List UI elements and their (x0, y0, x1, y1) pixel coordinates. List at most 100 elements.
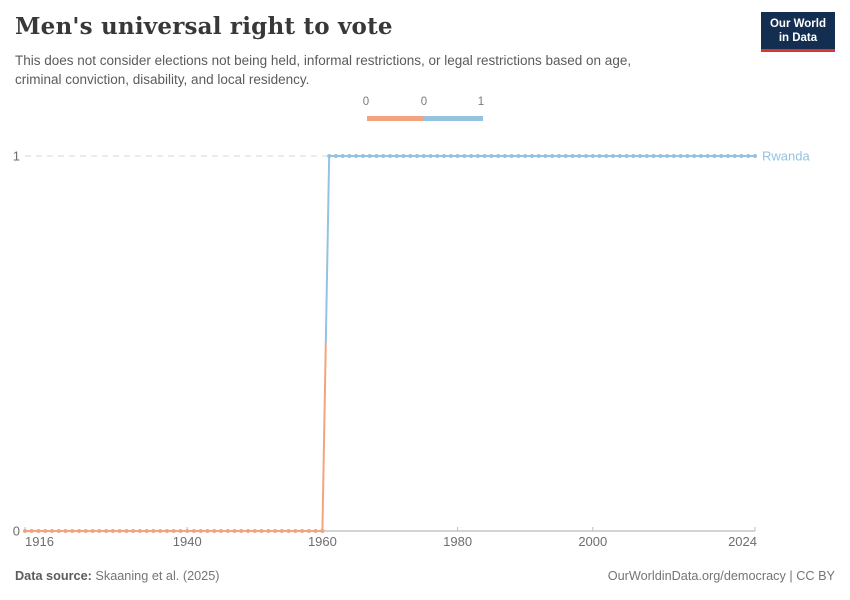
series-line-before (25, 343, 327, 532)
data-point-dot (367, 154, 372, 158)
data-point-dot (225, 529, 230, 533)
data-point-dot (725, 154, 730, 158)
data-point-dot (408, 154, 413, 158)
data-point-dot (462, 154, 467, 158)
chart-svg[interactable]: 0 1 1916 1940 1960 1980 2000 2024 Rwanda (0, 140, 850, 560)
data-point-dot (529, 154, 534, 158)
data-point-dot (340, 154, 345, 158)
data-point-dot (117, 529, 122, 533)
data-point-dot (137, 529, 142, 533)
data-source: Data source: Skaaning et al. (2025) (15, 569, 220, 583)
data-point-dot (550, 154, 555, 158)
data-point-dot (665, 154, 670, 158)
x-tick-label: 1940 (173, 534, 202, 549)
data-point-dot (158, 529, 163, 533)
data-point-dot (448, 154, 453, 158)
data-point-dot (239, 529, 244, 533)
y-tick-label: 1 (13, 149, 20, 164)
data-point-dot (617, 154, 622, 158)
data-point-dot (651, 154, 656, 158)
data-point-dot (671, 154, 676, 158)
owid-logo-line2: in Data (778, 32, 818, 44)
data-point-dot (502, 154, 507, 158)
data-point-dot (313, 529, 318, 533)
data-point-dot (320, 529, 325, 533)
data-point-dot (638, 154, 643, 158)
data-point-dot (347, 154, 352, 158)
data-point-dot (556, 154, 561, 158)
data-point-dot (523, 154, 528, 158)
data-point-dot (482, 154, 487, 158)
data-point-dot (29, 529, 34, 533)
owid-logo[interactable]: Our World in Data (760, 12, 835, 52)
x-tick-label: 2000 (578, 534, 607, 549)
data-point-dot (442, 154, 447, 158)
page-title: Men's universal right to vote (15, 13, 393, 40)
data-point-dot (475, 154, 480, 158)
data-point-dot (732, 154, 737, 158)
data-point-dot (374, 154, 379, 158)
x-tick-label: 1980 (443, 534, 472, 549)
data-point-dot (381, 154, 386, 158)
data-point-dot (83, 529, 88, 533)
data-point-dot (692, 154, 697, 158)
data-point-dot (394, 154, 399, 158)
legend-bin-1[interactable] (424, 116, 483, 121)
data-point-dot (516, 154, 521, 158)
data-point-dot (712, 154, 717, 158)
data-point-dot (266, 529, 271, 533)
data-point-dot (232, 529, 237, 533)
data-point-dot (77, 529, 82, 533)
legend-bin-0[interactable] (367, 116, 424, 121)
data-point-dot (388, 154, 392, 158)
chart-footer: Data source: Skaaning et al. (2025) OurW… (15, 569, 835, 583)
chart-area[interactable]: 0 1 1916 1940 1960 1980 2000 2024 Rwanda (0, 140, 850, 560)
legend-tick-label-2: 1 (477, 96, 485, 108)
data-point-dot (705, 154, 710, 158)
data-point-dot (306, 529, 311, 533)
license-link[interactable]: OurWorldinData.org/democracy | CC BY (607, 569, 835, 583)
chart-subtitle: This does not consider elections not bei… (15, 53, 632, 87)
data-point-dot (300, 529, 305, 533)
data-point-dot (333, 154, 338, 158)
data-point-dot (719, 154, 724, 158)
data-point-dot (63, 529, 68, 533)
data-point-dot (97, 529, 102, 533)
data-source-label: Data source: (15, 569, 92, 583)
data-point-dot (124, 529, 129, 533)
data-point-dot (23, 529, 27, 533)
data-point-dot (164, 529, 169, 533)
data-point-dot (543, 154, 548, 158)
data-point-dot (360, 154, 365, 158)
x-tick-label: 1916 (25, 534, 54, 549)
legend-tick-label-1: 0 (420, 96, 428, 108)
data-point-dot (151, 529, 156, 533)
data-point-dot (678, 154, 683, 158)
legend-color-bar (367, 116, 483, 121)
data-point-dot (191, 529, 196, 533)
data-point-dot (104, 529, 109, 533)
data-point-dot (36, 529, 41, 533)
data-point-dot (496, 154, 501, 158)
series-line-after (324, 155, 755, 344)
x-tick-label: 2024 (728, 534, 757, 549)
data-point-dot (536, 154, 541, 158)
data-point-dot (246, 529, 251, 533)
data-point-dot (509, 154, 514, 158)
data-point-dot (279, 529, 284, 533)
data-point-dot (563, 154, 568, 158)
data-point-dot (219, 529, 224, 533)
data-point-dot (611, 154, 616, 158)
legend-tick-label-0: 0 (362, 96, 370, 108)
data-point-dot (597, 154, 602, 158)
data-point-dot (604, 154, 609, 158)
data-point-dot (70, 529, 75, 533)
data-point-dot (212, 529, 217, 533)
data-point-dot (435, 154, 440, 158)
entity-label[interactable]: Rwanda (762, 149, 810, 164)
data-point-dot (455, 154, 460, 158)
data-point-dot (428, 154, 433, 158)
data-point-dot (577, 154, 582, 158)
data-point-dot (753, 154, 757, 158)
